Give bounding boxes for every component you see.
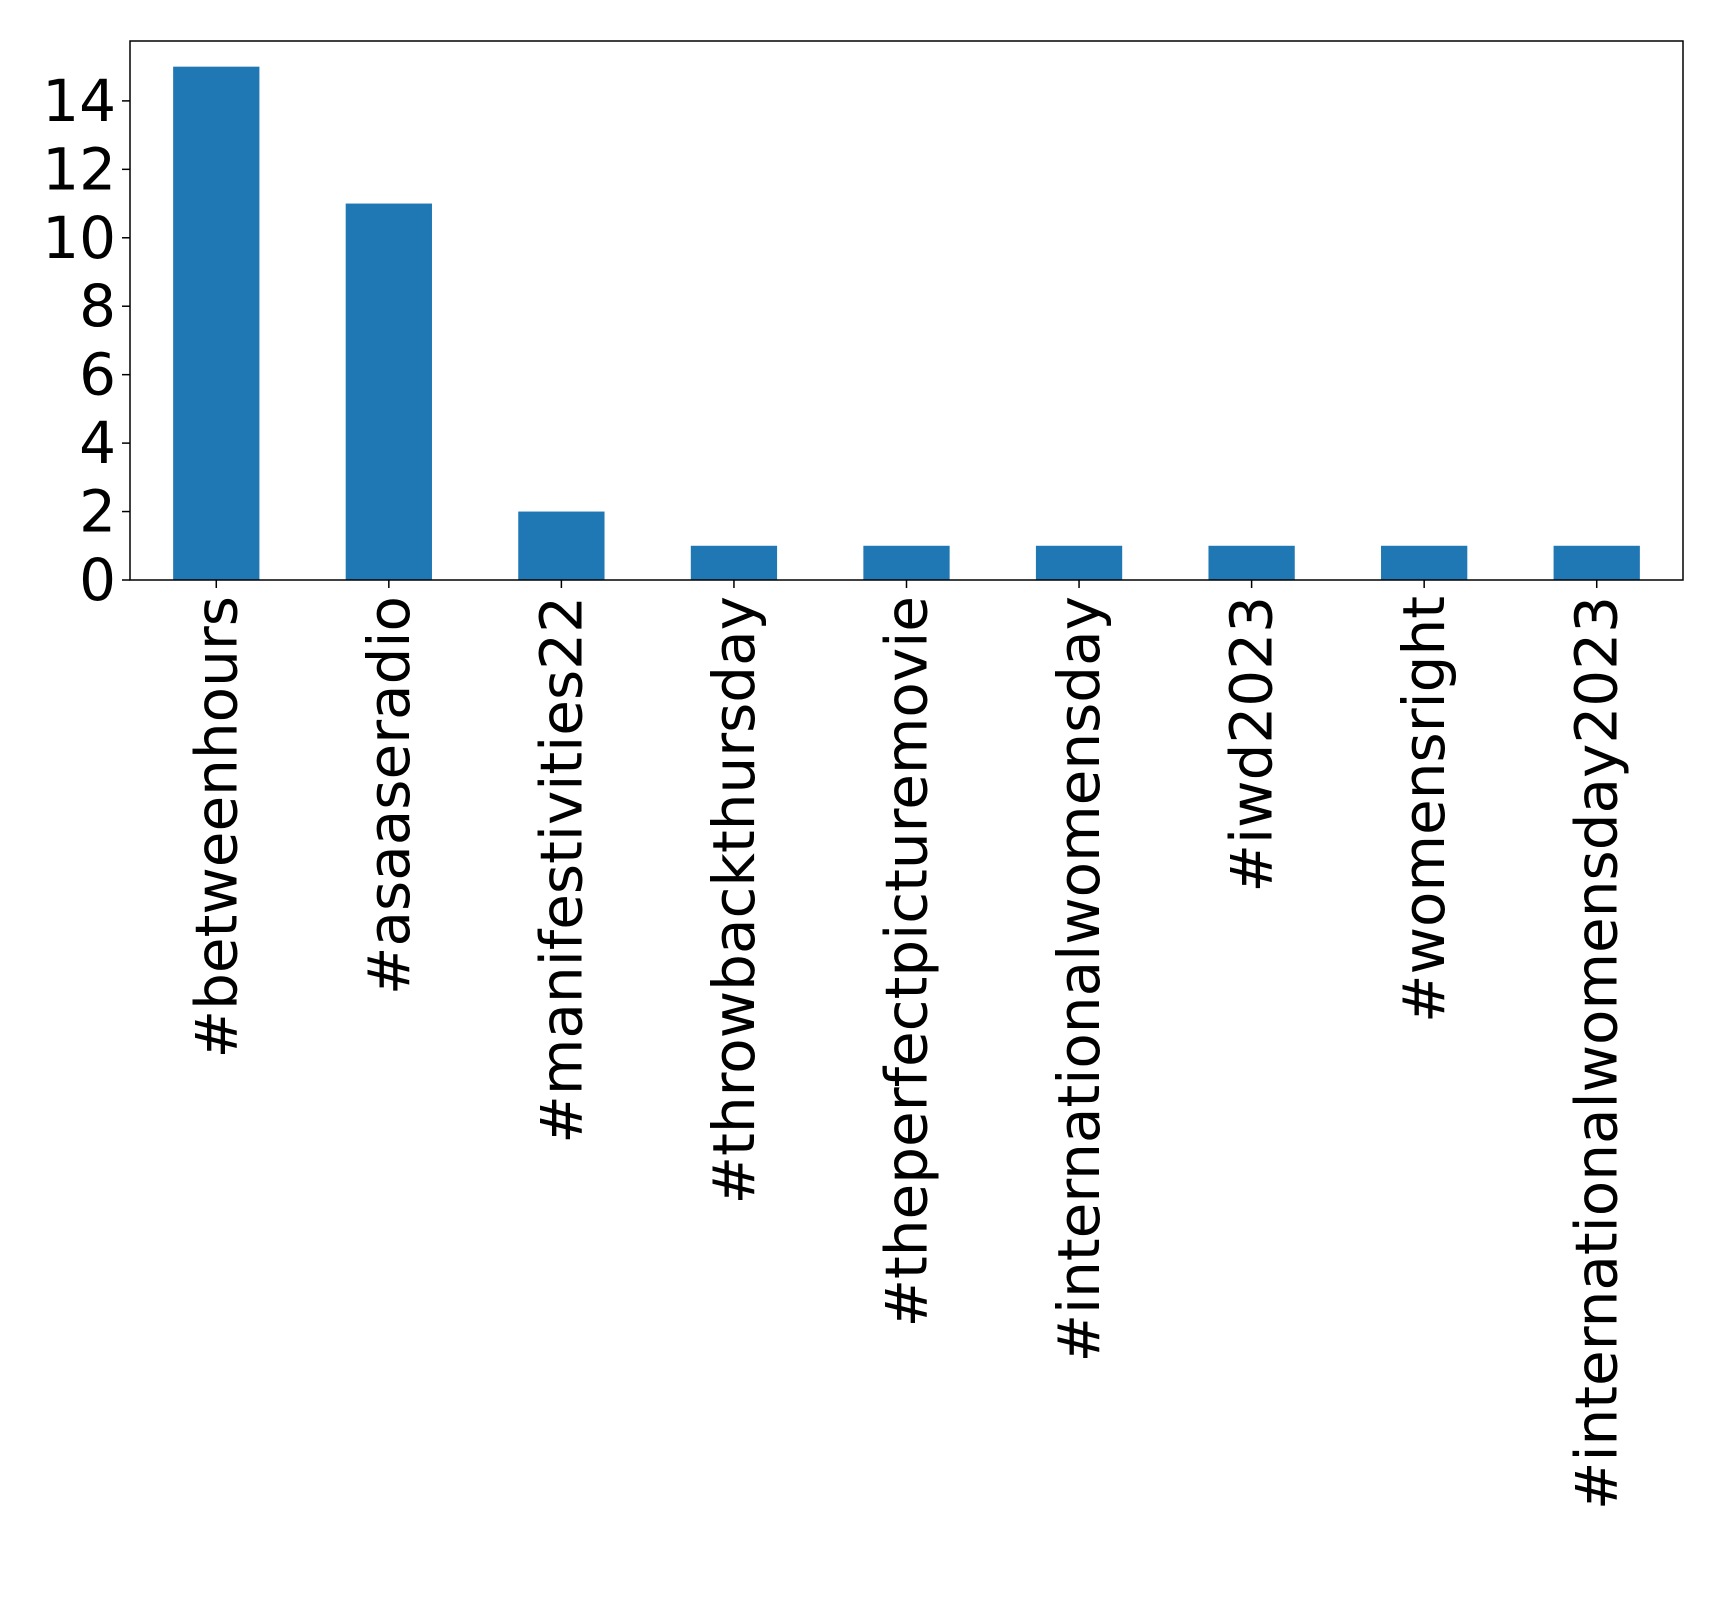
x-tick-label: #iwd2023 (1218, 596, 1286, 893)
x-axis: #betweenhours #asaaseradio #manifestivitie… (182, 580, 1631, 1510)
x-tick-label: #theperfectpicturemovie (873, 596, 941, 1328)
y-tick-label: 6 (79, 341, 116, 409)
plot-frame (129, 40, 1684, 581)
x-tick-label: #throwbackthursday (700, 596, 768, 1204)
y-tick-label: 0 (79, 546, 116, 614)
bar-womensright (1381, 545, 1468, 580)
y-tick-label: 14 (42, 67, 116, 135)
x-tick-label: #betweenhours (182, 596, 250, 1058)
bar-theperfectpicturemovie (863, 545, 950, 580)
bar-asaaseradio (345, 203, 432, 581)
y-tick-label: 8 (79, 272, 116, 340)
bar-manifestivities22 (518, 511, 605, 580)
y-tick-label: 4 (79, 409, 116, 477)
y-tick-label: 2 (79, 478, 116, 546)
y-tick-label: 10 (42, 204, 116, 272)
bars-group (173, 66, 1640, 581)
y-tick-label: 12 (42, 135, 116, 203)
x-tick-label: #internationalwomensday (1045, 596, 1113, 1363)
x-tick-label: #asaaseradio (355, 596, 423, 995)
bar-throwbackthursday (690, 545, 778, 580)
x-tick-label: #manifestivities22 (527, 596, 595, 1144)
x-tick-label: #womensright (1390, 596, 1458, 1023)
bar-betweenhours (173, 66, 260, 580)
bar-iwd2023 (1208, 545, 1295, 580)
bar-internationalwomensday (1035, 545, 1123, 580)
x-tick-label: #internationalwomensday2023 (1563, 596, 1631, 1510)
bar-internationalwomensday2023 (1553, 545, 1640, 580)
